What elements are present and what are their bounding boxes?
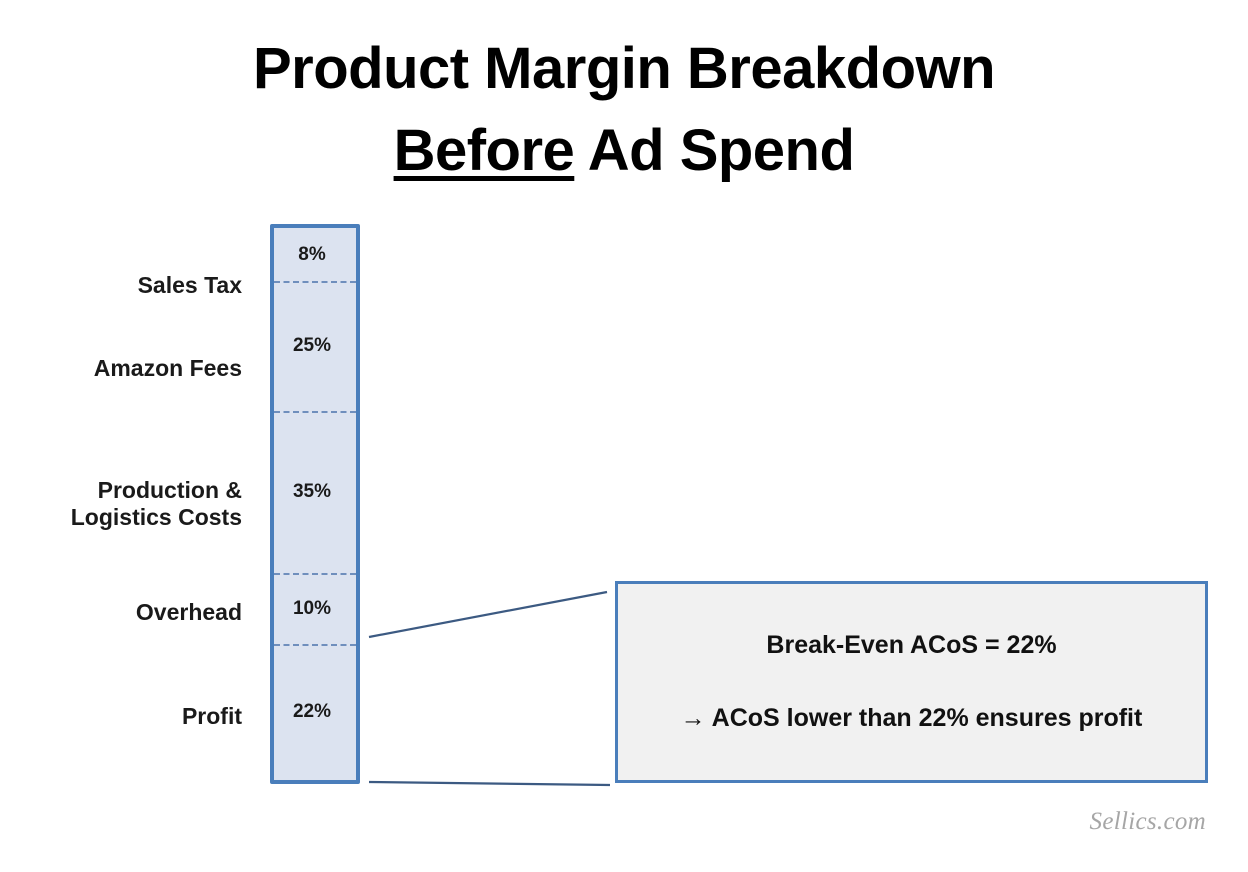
bar-value-production: 35% <box>292 481 332 502</box>
bar-value-sales-tax: 8% <box>298 243 326 265</box>
bar-value-amazon-fees: 25% <box>292 335 332 356</box>
category-label-profit-text: Profit <box>181 703 242 729</box>
bar-segment-amazon-fees[interactable]: 25% <box>274 281 356 411</box>
bar-divider-4 <box>274 644 356 646</box>
bar-segment-profit[interactable]: 22% <box>274 644 356 780</box>
callout-line-break-even: Break-Even ACoS = 22% <box>766 631 1057 659</box>
callout-box-break-even-acos: Break-Even ACoS = 22% → ACoS lower than … <box>615 581 1208 783</box>
category-label-overhead: Overhead <box>0 599 242 626</box>
category-label-production-logistics: Production & Logistics Costs <box>0 477 242 531</box>
page-title: Product Margin Breakdown Before Ad Spend <box>0 28 1248 193</box>
title-emphasis-before: Before <box>393 118 575 184</box>
bar-divider-2 <box>274 411 356 413</box>
category-label-overhead-text: Overhead <box>135 599 242 625</box>
bar-segment-sales-tax[interactable]: 8% <box>274 228 356 281</box>
category-label-sales-tax-text: Sales Tax <box>137 272 242 298</box>
category-label-production-line-1: Production & <box>97 477 242 503</box>
connector-line-upper <box>368 590 608 639</box>
category-label-amazon-fees: Amazon Fees <box>0 355 242 382</box>
bar-divider-1 <box>274 281 356 283</box>
bar-value-overhead: 10% <box>292 597 332 619</box>
category-label-profit: Profit <box>0 703 242 730</box>
title-line-2-rest: Ad Spend <box>574 118 855 184</box>
category-label-amazon-fees-text: Amazon Fees <box>93 355 242 381</box>
title-line-1: Product Margin Breakdown <box>252 36 996 101</box>
bar-value-profit: 22% <box>292 701 332 722</box>
callout-line-explanation: → ACoS lower than 22% ensures profit <box>680 704 1143 732</box>
title-line-2: Before Ad Spend <box>0 110 1248 192</box>
category-label-sales-tax: Sales Tax <box>0 272 242 299</box>
category-label-production-line-2: Logistics Costs <box>70 504 242 531</box>
bar-divider-3 <box>274 573 356 575</box>
bar-segment-overhead[interactable]: 10% <box>274 573 356 644</box>
stacked-bar-chart: 8% 25% 35% 10% 22% <box>270 224 360 784</box>
connector-line-lower <box>368 780 611 787</box>
bar-segment-production-logistics[interactable]: 35% <box>274 411 356 573</box>
watermark-sellics: Sellics.com <box>1089 808 1206 835</box>
